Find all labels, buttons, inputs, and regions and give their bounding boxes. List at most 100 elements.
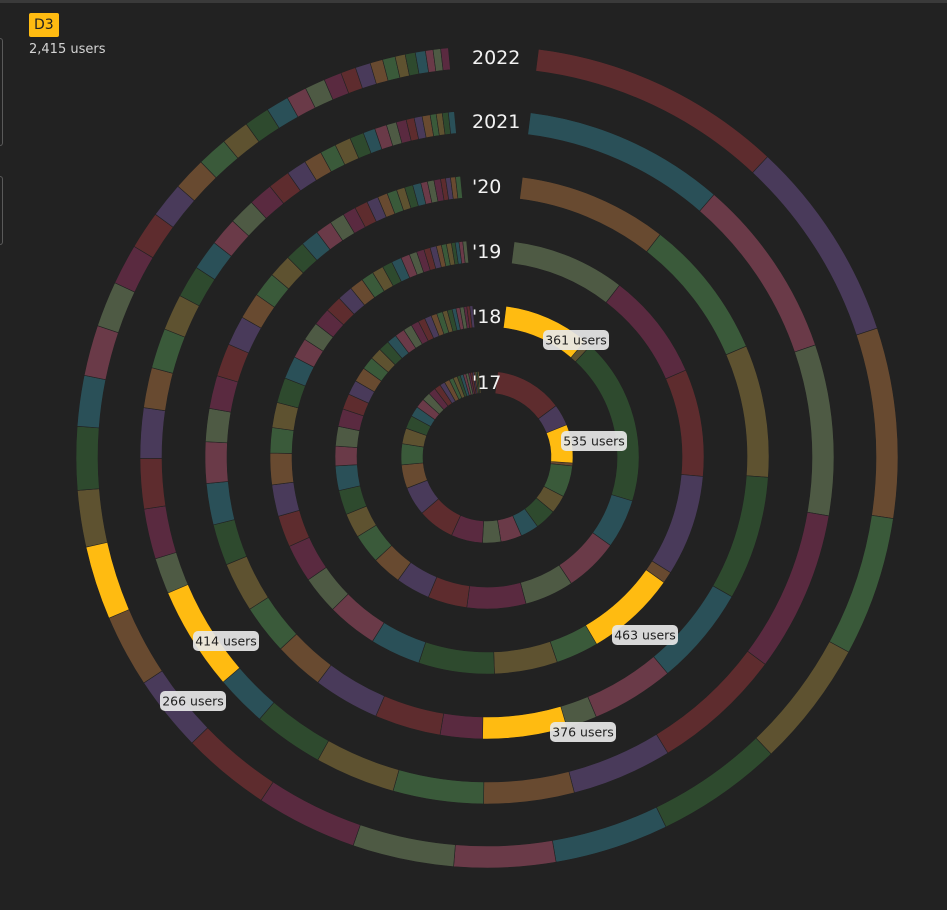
ring-3-segment-5[interactable] [587, 656, 669, 718]
ring-4-segment-13[interactable] [143, 505, 177, 560]
ring-5-segment-39[interactable] [440, 47, 451, 71]
ring-1-segment-3[interactable] [558, 532, 611, 584]
tooltip-3: 376 users [550, 722, 616, 742]
side-panel-tab-2[interactable] [0, 176, 3, 245]
year-label-2: '19 [472, 241, 501, 263]
tooltip-box-1 [543, 330, 609, 350]
ring-3-segment-9[interactable] [317, 664, 385, 717]
ring-4-segment-5[interactable] [568, 733, 669, 794]
ring-0-segment-13[interactable] [400, 443, 425, 466]
ring-3-segment-17[interactable] [208, 375, 239, 413]
ring-5-segment-1[interactable] [752, 156, 878, 336]
ring-5-segment-16[interactable] [76, 374, 107, 429]
ring-2-segment-13[interactable] [271, 481, 300, 517]
ring-4-segment-3[interactable] [747, 511, 830, 665]
tooltip-box-0 [561, 431, 627, 451]
tooltip-text-4: 414 users [195, 634, 257, 649]
year-label-5: 2022 [472, 47, 520, 69]
ring-4-segment-9[interactable] [259, 702, 329, 761]
ring-2-segment-6[interactable] [493, 641, 558, 675]
year-label-0: '17 [472, 372, 501, 394]
tooltip-0: 535 users [561, 431, 627, 451]
ring-0-segment-34[interactable] [476, 371, 482, 394]
tooltip-box-5 [160, 691, 226, 711]
ring-4-segment-6[interactable] [483, 771, 575, 805]
ring-2-segment-40[interactable] [462, 240, 469, 264]
ring-3-segment-14[interactable] [205, 481, 236, 526]
ring-5-segment-12[interactable] [107, 606, 163, 684]
ring-5-segment-7[interactable] [453, 840, 557, 869]
ring-3-segment-16[interactable] [205, 407, 232, 444]
ring-3 [204, 175, 770, 740]
ring-1-segment-1[interactable] [575, 345, 640, 502]
tooltip-4: 414 users [193, 631, 259, 651]
ring-5-segment-8[interactable] [352, 824, 456, 867]
ring-3-segment-15[interactable] [204, 441, 229, 484]
ring-2-highlight-segment[interactable] [585, 569, 665, 645]
ring-3-segment-3[interactable] [712, 475, 769, 598]
tooltip-box-3 [550, 722, 616, 742]
ring-5-segment-2[interactable] [856, 327, 899, 519]
window-top-border [0, 0, 947, 3]
tooltip-text-5: 266 users [162, 694, 224, 709]
tooltip-5: 266 users [160, 691, 226, 711]
ring-4-segment-14[interactable] [139, 458, 167, 510]
ring-2-segment-0[interactable] [511, 241, 620, 304]
tooltip-box-4 [193, 631, 259, 651]
ring-3-highlight-segment[interactable] [482, 705, 568, 740]
ring-5-segment-5[interactable] [655, 737, 772, 828]
ring-1-segment-5[interactable] [466, 582, 527, 610]
ring-1-segment-13[interactable] [334, 445, 358, 467]
ring-0-segment-8[interactable] [482, 519, 502, 544]
ring-3-segment-2[interactable] [725, 345, 770, 478]
ring-5-segment-9[interactable] [260, 781, 361, 846]
ring-3-segment-12[interactable] [225, 555, 269, 610]
tooltip-text-0: 535 users [563, 434, 625, 449]
side-panel-tab-1[interactable] [0, 38, 3, 146]
tooltip-text-2: 463 users [614, 628, 676, 643]
tooltip-box-2 [612, 625, 678, 645]
ring-2-segment-2[interactable] [665, 369, 705, 477]
ring-5-segment-6[interactable] [552, 806, 667, 863]
ring-2-segment-1[interactable] [605, 284, 687, 380]
tooltip-text-3: 376 users [552, 725, 614, 740]
ring-5 [75, 47, 899, 869]
ring-4-segment-15[interactable] [139, 407, 166, 459]
ring-4-segment-8[interactable] [317, 740, 400, 792]
ring-4-segment-40[interactable] [447, 111, 457, 135]
year-labels-layer: '17 '18 '19 '20 2021 2022 [472, 47, 520, 394]
ring-2-segment-14[interactable] [269, 452, 294, 486]
ring-1-segment-37[interactable] [469, 305, 476, 329]
ring-3-segment-13[interactable] [212, 519, 248, 566]
tooltip-1: 361 users [543, 330, 609, 350]
tooltips-layer: 535 users 361 users 463 users 376 users 414 … [160, 330, 678, 742]
chart-header: D3 2,415 users [29, 13, 105, 57]
ring-5-segment-18[interactable] [97, 282, 136, 334]
ring-3-segment-0[interactable] [519, 176, 661, 253]
rings-layer [75, 47, 899, 869]
ring-4-segment-2[interactable] [794, 344, 835, 517]
ring-4-segment-7[interactable] [392, 769, 485, 805]
tooltip-2: 463 users [612, 625, 678, 645]
year-label-1: '18 [472, 306, 501, 328]
ring-5-segment-3[interactable] [828, 514, 894, 653]
ring-3-segment-41[interactable] [455, 175, 463, 199]
ring-0-segment-0[interactable] [494, 371, 557, 420]
ring-5-segment-10[interactable] [191, 727, 274, 801]
ring-2-segment-7[interactable] [418, 641, 495, 675]
tooltip-text-1: 361 users [545, 333, 607, 348]
framework-badge[interactable]: D3 [29, 13, 59, 37]
ring-5-segment-15[interactable] [75, 425, 100, 491]
ring-2-segment-15[interactable] [269, 427, 295, 454]
ring-5-segment-17[interactable] [83, 325, 119, 381]
ring-3-segment-8[interactable] [375, 695, 445, 736]
ring-4 [139, 111, 835, 805]
year-label-3: '20 [472, 176, 501, 198]
ring-2-segment-3[interactable] [651, 474, 704, 574]
ring-0 [400, 371, 574, 544]
ring-5-highlight-segment[interactable] [85, 541, 130, 619]
ring-4-segment-16[interactable] [143, 367, 174, 412]
ring-4-segment-17[interactable] [151, 328, 186, 374]
ring-1-segment-12[interactable] [334, 464, 361, 491]
